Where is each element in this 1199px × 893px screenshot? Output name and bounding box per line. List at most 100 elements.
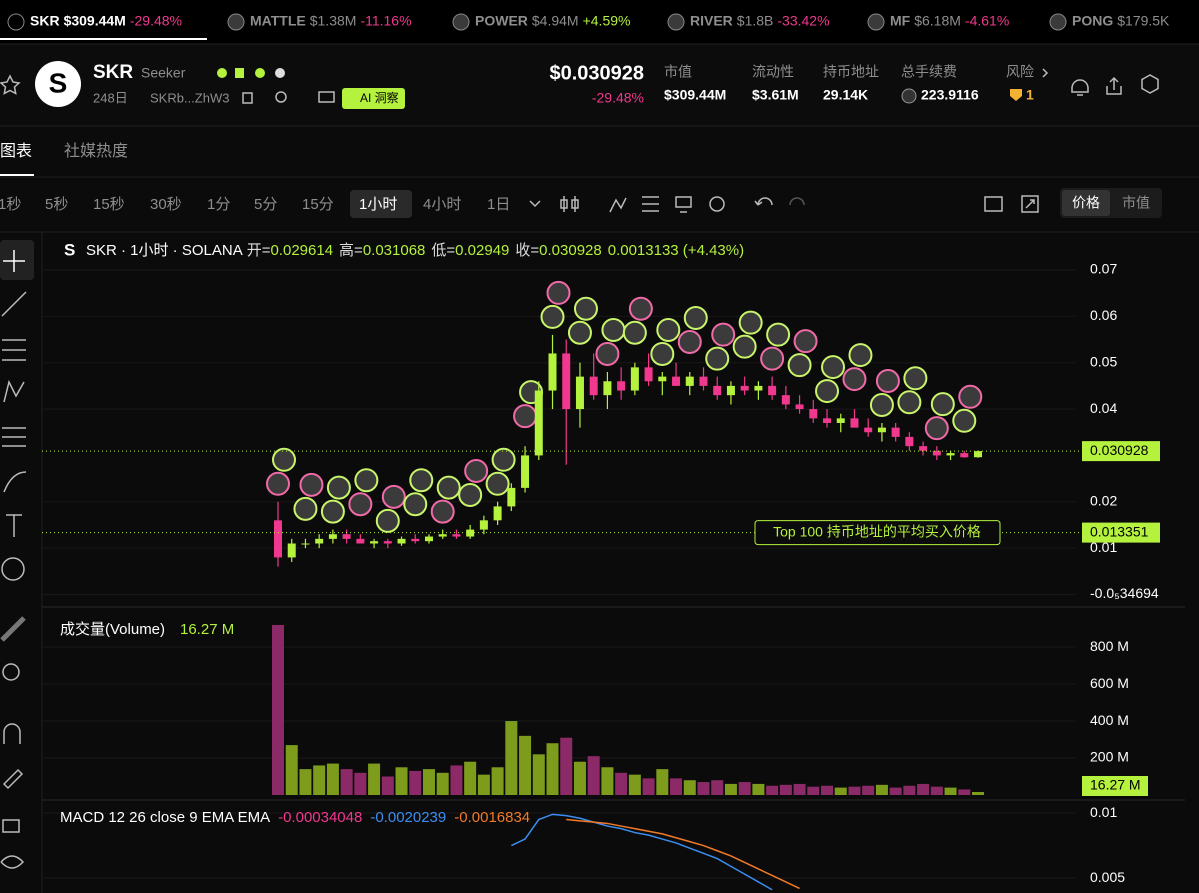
candle-body (397, 538, 406, 544)
header-bar (0, 44, 1199, 126)
interval-button[interactable]: 1分 (207, 196, 230, 213)
legend-label: 高= (339, 242, 363, 259)
settings-icon[interactable] (1141, 74, 1159, 94)
trader-avatar (375, 508, 400, 533)
trader-avatar (573, 296, 598, 321)
trader-avatar (903, 366, 928, 391)
interval-button[interactable]: 15秒 (93, 196, 125, 213)
toolbar-icons (529, 195, 1039, 213)
volume-bar (285, 745, 298, 795)
volume-bar (930, 786, 943, 795)
y-tick-label: 600 M (1090, 675, 1129, 691)
volume-bar (395, 767, 408, 795)
candle-body (315, 538, 324, 544)
volume-bar (628, 774, 641, 795)
share-icon[interactable] (1106, 76, 1122, 95)
ticker-change: -29.48% (130, 13, 182, 29)
ticker-change: +4.59% (583, 13, 631, 29)
legend-label: 收= (515, 242, 539, 259)
candle-body (864, 427, 873, 433)
token-logo (35, 61, 81, 107)
ticker-value: $1.38M (310, 13, 357, 29)
y-tick-label: 0.04 (1090, 400, 1117, 416)
legend-label: 开= (247, 242, 271, 259)
candle-body (356, 538, 365, 544)
candle-body (521, 455, 530, 488)
volume-bar (368, 763, 381, 795)
volume-bar (711, 780, 724, 795)
volume-last-label: 16.27 M (1090, 777, 1141, 793)
ticker-symbol[interactable]: SKR (30, 13, 60, 29)
view-toggle-selected (1062, 190, 1110, 216)
trader-avatar (381, 484, 406, 509)
ticker-symbol[interactable]: PONG (1072, 13, 1113, 29)
volume-bar (340, 769, 353, 795)
social-icons (217, 68, 285, 78)
pane-title: 成交量(Volume) (60, 620, 165, 638)
ticker-symbol[interactable]: MF (890, 13, 911, 29)
volume-bar (834, 787, 847, 795)
trader-avatar (567, 320, 592, 345)
volume-bar (587, 756, 600, 795)
token-address: SKRb...ZhW3 (150, 90, 229, 105)
risk-icon (1010, 89, 1022, 101)
ai-button[interactable] (342, 88, 405, 109)
tab[interactable]: 社媒热度 (64, 142, 128, 160)
trader-avatar (760, 346, 785, 371)
risk-chevron (1042, 68, 1049, 78)
favorite-icon[interactable] (0, 74, 21, 95)
annotation: Top 100 持币地址的平均买入价格 (773, 523, 981, 539)
ticker-symbol[interactable]: MATTLE (250, 13, 306, 29)
candle-body (960, 453, 969, 458)
interval-button[interactable]: 1日 (487, 196, 510, 213)
volume-bar (944, 787, 957, 795)
interval-button[interactable]: 1小时 (359, 196, 397, 213)
y-tick-label: 0.01 (1090, 539, 1117, 555)
stat-label: 持币地址 (823, 64, 879, 80)
candle-body (685, 376, 694, 386)
ticker-symbol[interactable]: RIVER (690, 13, 733, 29)
alert-icon[interactable] (1071, 79, 1089, 96)
candle-body (287, 543, 296, 558)
volume-bar (615, 772, 628, 795)
interval-button[interactable]: 30秒 (150, 196, 182, 213)
y-tick-label: 400 M (1090, 712, 1129, 728)
legend-value: 0.031068 (363, 242, 426, 259)
tab[interactable]: 图表 (0, 142, 32, 160)
candle-body (754, 385, 763, 391)
copy-icon[interactable] (242, 92, 253, 104)
ticker-symbol[interactable]: POWER (475, 13, 528, 29)
interval-button[interactable]: 1秒 (0, 196, 21, 213)
candle-body (699, 376, 708, 386)
trader-avatar (875, 368, 900, 393)
volume-bar (862, 785, 875, 795)
ai-button-label[interactable]: AI 洞察 (360, 91, 399, 105)
token-logo-glyph: S (49, 67, 68, 98)
view-toggle-option[interactable]: 价格 (1072, 195, 1100, 211)
ticker-value: $179.5K (1117, 13, 1170, 29)
price-label: 0.030928 (1090, 442, 1149, 458)
trader-avatar (409, 468, 434, 493)
candle-body (809, 409, 818, 419)
ticker-icon (867, 13, 885, 31)
trader-avatar (930, 392, 955, 417)
candle-body (946, 453, 955, 456)
trader-avatar (266, 471, 290, 496)
trader-avatar (485, 471, 510, 496)
drawing-tools (0, 240, 34, 869)
search-icon[interactable] (275, 91, 287, 103)
trader-avatar (430, 499, 455, 524)
candle-body (534, 390, 543, 456)
candle-body (479, 520, 488, 530)
legend-label: 低= (431, 242, 455, 259)
trader-avatar (677, 329, 702, 354)
card-icon[interactable] (318, 91, 335, 103)
view-toggle-option[interactable]: 市值 (1122, 195, 1150, 211)
volume-bar (642, 778, 655, 795)
candle-body (726, 385, 735, 396)
interval-button[interactable]: 5秒 (45, 196, 68, 213)
y-tick-label: 800 M (1090, 638, 1129, 654)
interval-button[interactable]: 15分 (302, 196, 334, 213)
interval-button[interactable]: 5分 (254, 196, 277, 213)
interval-button[interactable]: 4小时 (423, 196, 461, 213)
